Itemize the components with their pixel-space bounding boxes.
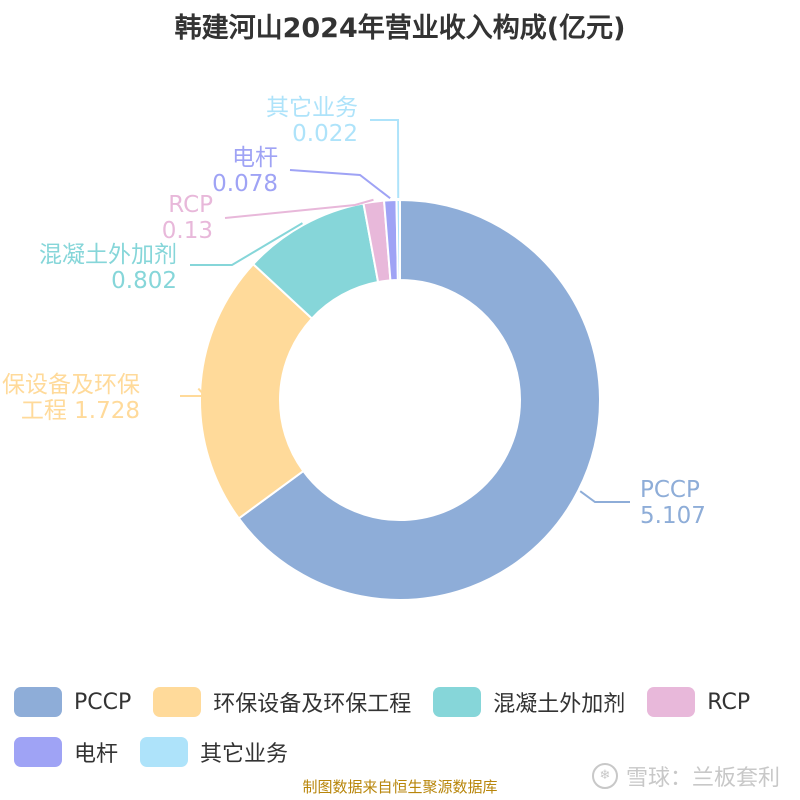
leader-line-1 xyxy=(180,387,208,397)
slice-label-4: 电杆 0.078 xyxy=(212,145,278,197)
legend-label: 混凝土外加剂 xyxy=(493,692,626,717)
leader-line-5 xyxy=(370,119,400,199)
slice-label-1: 保设备及环保工程 1.728 xyxy=(2,372,140,424)
legend-swatch xyxy=(433,687,482,717)
legend-swatch xyxy=(140,737,189,767)
leader-line-0 xyxy=(579,490,630,503)
leader-line-2 xyxy=(190,222,303,266)
slice-label-2: 混凝土外加剂 0.802 xyxy=(39,242,177,294)
legend-label: 其它业务 xyxy=(200,742,289,767)
donut-slice-0[interactable] xyxy=(237,198,601,601)
legend-item-5[interactable]: 其它业务 xyxy=(140,736,288,768)
data-source-note: 制图数据来自恒生聚源数据库 xyxy=(302,778,498,796)
chart-title: 韩建河山2024年营业收入构成(亿元) xyxy=(174,13,626,44)
legend-item-2[interactable]: 混凝土外加剂 xyxy=(433,686,625,718)
legend-item-1[interactable]: 环保设备及环保工程 xyxy=(153,686,411,718)
legend-swatch xyxy=(14,737,62,767)
legend-item-4[interactable]: 电杆 xyxy=(14,736,118,768)
legend-swatch xyxy=(14,687,62,717)
snowball-logo-icon: ❄ xyxy=(591,763,618,789)
slice-label-3: RCP 0.13 xyxy=(162,192,213,244)
slice-label-0: PCCP 5.107 xyxy=(640,477,706,529)
legend-label: 电杆 xyxy=(74,742,119,767)
legend-swatch xyxy=(647,687,696,717)
legend-swatch xyxy=(153,687,202,717)
legend-label: PCCP xyxy=(74,689,132,715)
legend-label: RCP xyxy=(707,689,751,715)
leader-line-3 xyxy=(224,198,374,219)
watermark-text: 雪球：兰板套利 xyxy=(625,766,780,791)
legend-item-3[interactable]: RCP xyxy=(647,686,750,718)
donut-slice-1[interactable] xyxy=(199,262,314,520)
leader-line-4 xyxy=(289,169,391,200)
legend-label: 环保设备及环保工程 xyxy=(213,692,412,717)
slice-label-5: 其它业务 0.022 xyxy=(266,95,358,147)
chart-legend: PCCP 环保设备及环保工程 混凝土外加剂 RCP 电杆 其它业务 xyxy=(14,686,794,768)
watermark: ❄ 雪球：兰板套利 xyxy=(591,760,780,792)
donut-slice-5[interactable] xyxy=(395,198,401,282)
legend-item-0[interactable]: PCCP xyxy=(14,686,131,718)
